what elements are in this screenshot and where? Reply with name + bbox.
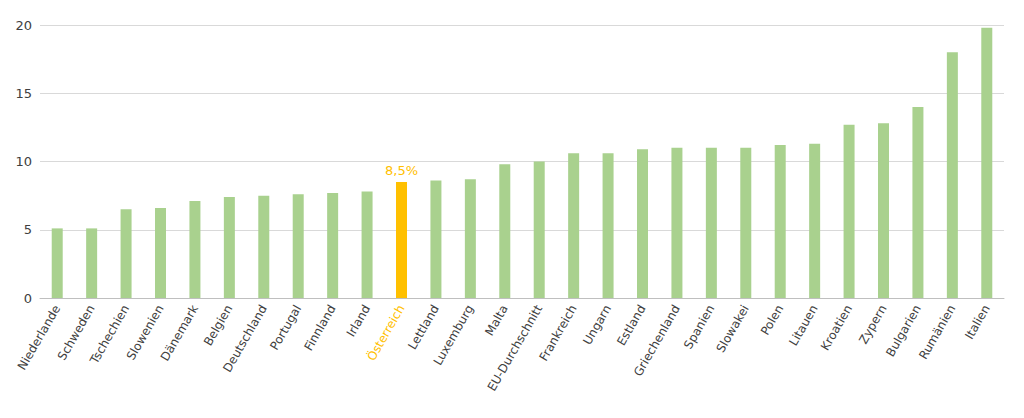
svg-text:8,5%: 8,5%: [385, 163, 418, 178]
svg-text:0: 0: [24, 291, 32, 306]
svg-text:EU-Durchschnitt: EU-Durchschnitt: [485, 302, 546, 393]
svg-text:Irland: Irland: [344, 302, 373, 339]
svg-text:Tschechien: Tschechien: [87, 302, 133, 367]
svg-text:Dänemark: Dänemark: [158, 302, 201, 363]
svg-text:Österreich: Österreich: [363, 301, 408, 363]
svg-text:Niederlande: Niederlande: [15, 302, 64, 372]
svg-text:Schweden: Schweden: [54, 302, 98, 363]
svg-text:Litauen: Litauen: [786, 302, 820, 348]
svg-text:Bulgarien: Bulgarien: [883, 302, 924, 360]
svg-text:Frankreich: Frankreich: [536, 302, 579, 363]
svg-text:Estland: Estland: [614, 302, 648, 347]
svg-text:Ungarn: Ungarn: [580, 302, 614, 347]
svg-text:Luxemburg: Luxemburg: [431, 302, 477, 367]
svg-text:Italien: Italien: [962, 302, 993, 341]
svg-text:Zypern: Zypern: [856, 302, 889, 346]
svg-text:5: 5: [24, 222, 32, 237]
svg-text:Kroatien: Kroatien: [818, 302, 855, 352]
svg-text:Belgien: Belgien: [201, 302, 236, 348]
svg-text:Rumänien: Rumänien: [916, 302, 958, 361]
svg-text:20: 20: [15, 18, 32, 33]
svg-text:Slowakei: Slowakei: [713, 302, 751, 355]
svg-text:Spanien: Spanien: [681, 302, 717, 351]
svg-text:15: 15: [15, 86, 32, 101]
svg-text:Malta: Malta: [482, 302, 511, 338]
svg-text:Polen: Polen: [758, 302, 786, 337]
svg-text:Deutschland: Deutschland: [220, 302, 270, 374]
svg-text:Slowenien: Slowenien: [123, 302, 167, 363]
svg-text:Lettland: Lettland: [405, 302, 442, 352]
svg-text:10: 10: [15, 154, 32, 169]
svg-text:Finnland: Finnland: [301, 302, 338, 353]
svg-text:Griechenland: Griechenland: [631, 302, 683, 378]
svg-text:Portugal: Portugal: [267, 302, 304, 352]
